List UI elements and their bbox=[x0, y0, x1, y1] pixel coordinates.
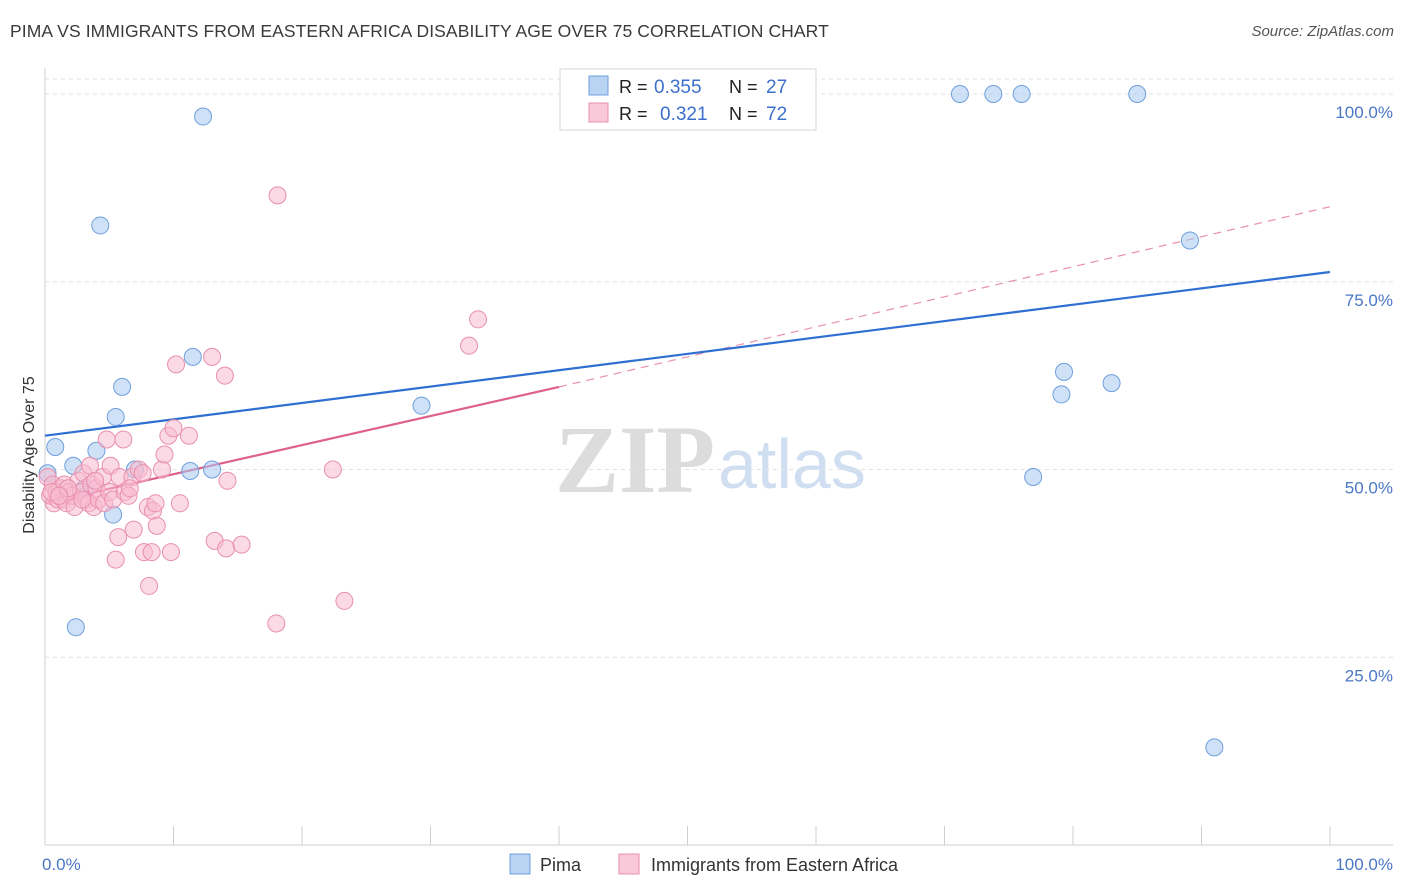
immigrants-point bbox=[147, 516, 166, 535]
immigrants-point bbox=[179, 426, 198, 445]
pima-point bbox=[1128, 85, 1147, 104]
immigrants-point bbox=[86, 471, 105, 490]
pima-point bbox=[1052, 385, 1071, 404]
pima-point bbox=[87, 441, 106, 460]
watermark-zip: ZIP bbox=[555, 406, 715, 513]
immigrants-point bbox=[120, 479, 139, 498]
bottom-legend: Pima Immigrants from Eastern Africa bbox=[509, 853, 899, 875]
immigrants-point bbox=[50, 486, 69, 505]
tick-labels: 25.0% 50.0% 75.0% 100.0% 0.0% 100.0% bbox=[42, 103, 1393, 874]
pima-point bbox=[412, 396, 431, 415]
immigrants-point bbox=[469, 310, 488, 329]
immigrants-point bbox=[97, 430, 116, 449]
y-tick-label: 75.0% bbox=[1345, 291, 1393, 310]
pima-point bbox=[1055, 362, 1074, 381]
bottom-legend-label-pima: Pima bbox=[540, 855, 582, 875]
legend-n-value-pima: 27 bbox=[766, 77, 787, 98]
x-tick-label-min: 0.0% bbox=[42, 855, 81, 874]
grid-lines bbox=[45, 78, 1393, 658]
pima-point bbox=[113, 377, 132, 396]
watermark-atlas: atlas bbox=[718, 425, 866, 503]
immigrants-point bbox=[140, 576, 159, 595]
legend-n-label: N = bbox=[729, 77, 758, 97]
pima-point bbox=[183, 347, 202, 366]
legend-swatch-immigrants bbox=[588, 102, 609, 123]
immigrants-point bbox=[217, 539, 236, 558]
pima-point bbox=[46, 437, 65, 456]
pima-point bbox=[1012, 85, 1031, 104]
data-points bbox=[38, 85, 1224, 757]
immigrants-point bbox=[142, 543, 161, 562]
pima-point bbox=[181, 462, 200, 481]
y-axis-label: Disability Age Over 75 bbox=[21, 376, 38, 534]
axes bbox=[44, 68, 1393, 846]
legend-r-value-pima: 0.355 bbox=[654, 77, 702, 98]
chart-title: PIMA VS IMMIGRANTS FROM EASTERN AFRICA D… bbox=[10, 21, 829, 41]
immigrants-point bbox=[146, 494, 165, 513]
immigrants-point bbox=[267, 614, 286, 633]
pima-point bbox=[950, 85, 969, 104]
immigrants-point bbox=[106, 550, 125, 569]
immigrants-point bbox=[152, 460, 171, 479]
x-tick-label-max: 100.0% bbox=[1335, 855, 1393, 874]
immigrants-point bbox=[167, 355, 186, 374]
bottom-legend-swatch-immigrants bbox=[618, 853, 640, 875]
immigrants-point bbox=[323, 460, 342, 479]
pima-point bbox=[1205, 738, 1224, 757]
immigrants-point bbox=[335, 591, 354, 610]
immigrants-point bbox=[164, 419, 183, 438]
pima-point bbox=[1024, 468, 1043, 487]
trend-line-0 bbox=[44, 270, 1331, 437]
pima-point bbox=[203, 460, 222, 479]
immigrants-point bbox=[218, 471, 237, 490]
pima-point bbox=[194, 107, 213, 126]
legend-r-label: R = bbox=[619, 104, 648, 124]
legend-r-label: R = bbox=[619, 77, 648, 97]
immigrants-point bbox=[114, 430, 133, 449]
pima-point bbox=[66, 618, 85, 637]
pima-point bbox=[106, 407, 125, 426]
immigrants-point bbox=[460, 336, 479, 355]
bottom-legend-label-immigrants: Immigrants from Eastern Africa bbox=[651, 855, 899, 875]
legend-swatch-pima bbox=[588, 75, 609, 96]
y-tick-label: 25.0% bbox=[1345, 666, 1393, 685]
pima-point bbox=[91, 216, 110, 235]
legend: R = 0.355 N = 27 R = 0.321 N = 72 bbox=[559, 68, 817, 131]
immigrants-point bbox=[133, 464, 152, 483]
immigrants-point bbox=[73, 490, 92, 509]
legend-n-value-immigrants: 72 bbox=[766, 104, 787, 125]
legend-n-label: N = bbox=[729, 104, 758, 124]
immigrants-point bbox=[155, 445, 174, 464]
immigrants-point bbox=[124, 520, 143, 539]
y-tick-label: 100.0% bbox=[1335, 103, 1393, 122]
bottom-legend-swatch-pima bbox=[509, 853, 531, 875]
pima-point bbox=[984, 85, 1003, 104]
source-label: Source: ZipAtlas.com bbox=[1251, 23, 1394, 40]
immigrants-point bbox=[215, 366, 234, 385]
trend-extension-1 bbox=[558, 206, 1331, 388]
immigrants-point bbox=[232, 535, 251, 554]
immigrants-point bbox=[170, 494, 189, 513]
immigrants-point bbox=[203, 347, 222, 366]
immigrants-point bbox=[109, 528, 128, 547]
immigrants-point bbox=[268, 186, 287, 205]
pima-point bbox=[1180, 231, 1199, 250]
legend-r-value-immigrants: 0.321 bbox=[660, 104, 708, 125]
immigrants-point bbox=[161, 543, 180, 562]
y-tick-label: 50.0% bbox=[1345, 479, 1393, 498]
pima-point bbox=[1102, 374, 1121, 393]
